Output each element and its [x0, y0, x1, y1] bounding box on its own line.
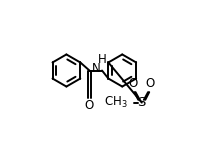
Text: H: H	[98, 53, 106, 66]
Text: O: O	[146, 77, 155, 90]
Text: O: O	[85, 99, 94, 112]
Text: S: S	[138, 96, 146, 109]
Text: CH$_3$: CH$_3$	[104, 95, 128, 110]
Text: N: N	[92, 62, 101, 75]
Text: O: O	[129, 77, 138, 90]
